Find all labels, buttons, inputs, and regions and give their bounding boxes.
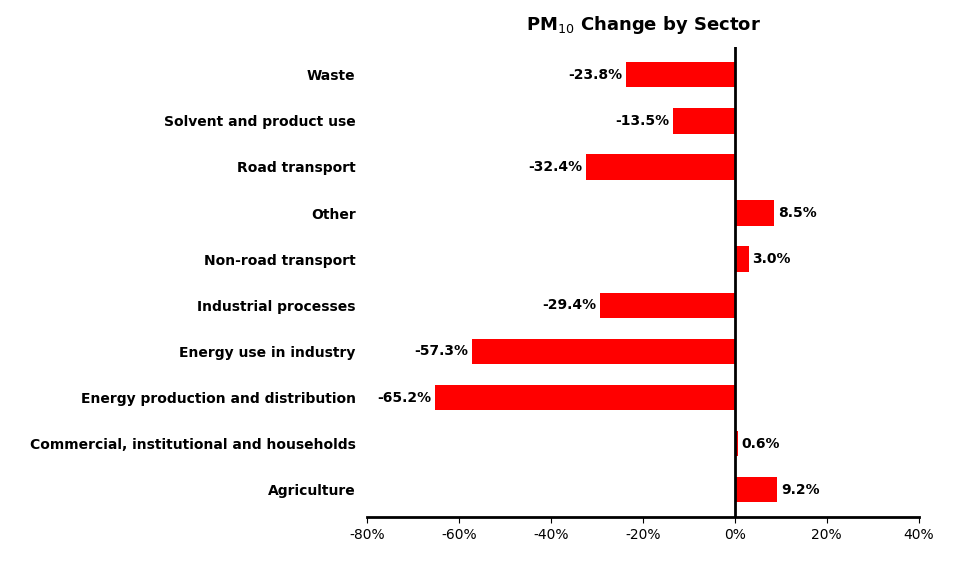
Bar — [673, 108, 735, 133]
Text: 0.6%: 0.6% — [742, 437, 779, 450]
Bar — [735, 201, 774, 226]
Text: -29.4%: -29.4% — [542, 298, 597, 312]
Bar — [586, 154, 735, 179]
Bar — [626, 62, 735, 88]
Text: -65.2%: -65.2% — [378, 390, 432, 405]
Text: -32.4%: -32.4% — [528, 160, 582, 174]
Bar — [435, 385, 735, 410]
Bar — [735, 477, 777, 503]
Text: 9.2%: 9.2% — [781, 483, 819, 497]
Text: -57.3%: -57.3% — [414, 345, 468, 359]
Text: 3.0%: 3.0% — [752, 252, 791, 266]
Text: -23.8%: -23.8% — [568, 68, 622, 82]
Bar — [735, 246, 748, 272]
Bar — [735, 431, 738, 456]
Text: 8.5%: 8.5% — [777, 206, 816, 220]
Bar — [472, 339, 735, 364]
Text: -13.5%: -13.5% — [615, 114, 669, 128]
Title: PM$_{10}$ Change by Sector: PM$_{10}$ Change by Sector — [526, 14, 760, 36]
Bar — [600, 293, 735, 318]
